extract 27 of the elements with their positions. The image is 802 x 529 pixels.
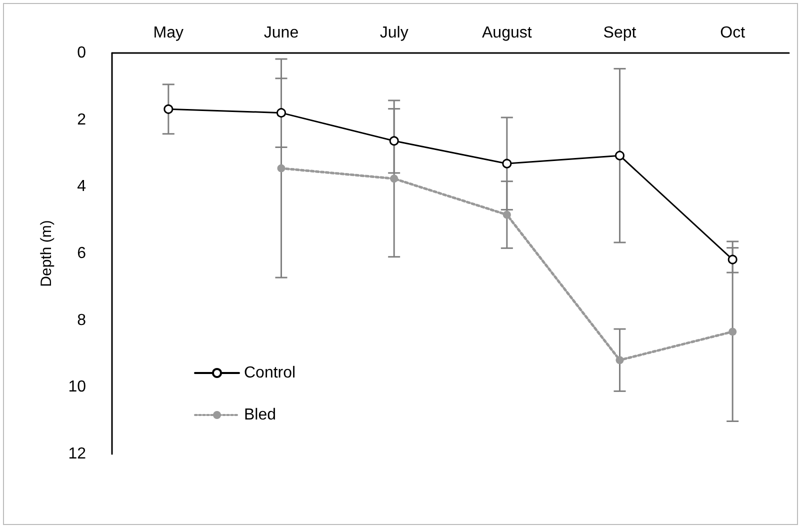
x-tick-label: Oct <box>720 24 746 42</box>
point <box>390 174 398 183</box>
x-tick-label: August <box>482 24 532 42</box>
point <box>277 164 286 172</box>
point <box>616 356 624 364</box>
point <box>502 158 512 168</box>
x-tick-label: Sept <box>603 24 637 42</box>
point <box>615 150 624 160</box>
x-tick-label: May <box>153 24 184 42</box>
y-tick-label: 6 <box>77 245 86 262</box>
point <box>502 210 511 219</box>
point <box>728 254 738 264</box>
point <box>389 136 399 146</box>
y-axis-title: Depth (m) <box>38 220 55 287</box>
x-tick-label: July <box>380 24 408 42</box>
y-tick-label: 12 <box>68 446 86 462</box>
legend-label: Control <box>244 364 296 382</box>
x-tick-label: June <box>264 24 299 42</box>
y-tick-label: 4 <box>77 178 86 196</box>
legend-label: Bled <box>244 406 276 424</box>
y-tick-label: 0 <box>77 44 86 62</box>
point <box>164 104 174 114</box>
point <box>728 328 737 336</box>
y-tick-label: 10 <box>68 378 86 396</box>
point <box>276 108 286 118</box>
y-tick-label: 2 <box>77 111 86 128</box>
y-tick-label: 8 <box>77 312 86 329</box>
